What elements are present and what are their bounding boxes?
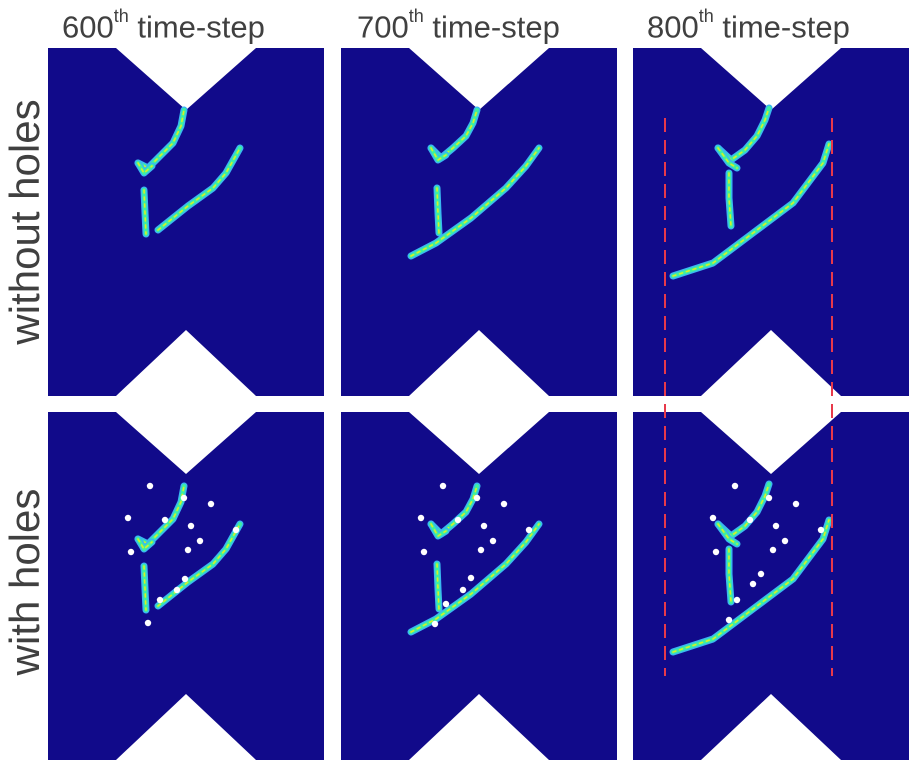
hole-c1-8 xyxy=(467,574,475,582)
hole-c2-4 xyxy=(817,526,825,534)
column-title-800: 800th time-step xyxy=(647,6,850,45)
bottom-notch-r0-c0 xyxy=(116,330,256,396)
hole-c0-7 xyxy=(127,548,135,556)
hole-c2-1 xyxy=(765,494,773,502)
hole-c1-4 xyxy=(525,526,533,534)
crack-r1-c0-1-mid xyxy=(136,537,154,551)
hole-c0-0 xyxy=(146,482,154,490)
hole-c1-1 xyxy=(473,494,481,502)
crack-r1-c2-3-core xyxy=(672,519,830,653)
crack-r0-c2-3-core xyxy=(672,143,830,277)
top-notch-r1-c1 xyxy=(409,412,549,474)
hole-c0-11 xyxy=(144,619,152,627)
crack-r0-c0-3-core xyxy=(157,147,241,231)
hole-c2-0 xyxy=(731,482,739,490)
hole-c2-6 xyxy=(772,522,780,530)
crack-r1-c1-3-core xyxy=(410,523,540,633)
hole-c1-10 xyxy=(442,600,450,608)
crack-r0-c2-1-core xyxy=(717,147,738,169)
hole-c1-11 xyxy=(431,620,439,628)
hole-c0-5 xyxy=(161,516,169,524)
hole-c1-3 xyxy=(417,514,425,522)
hole-c1-9 xyxy=(459,586,467,594)
column-title-700: 700th time-step xyxy=(357,6,560,45)
hole-c1-13 xyxy=(477,546,485,554)
top-notch-r0-c2 xyxy=(701,48,841,110)
crack-r1-c0-3-core xyxy=(157,523,241,607)
hole-c2-13 xyxy=(769,546,777,554)
hole-c0-9 xyxy=(173,586,181,594)
hole-c1-7 xyxy=(420,548,428,556)
crack-r1-c1-1-core xyxy=(430,523,447,537)
bottom-notch-r0-c1 xyxy=(409,330,549,396)
crack-r0-c1-0-core xyxy=(430,109,478,159)
top-notch-r1-c2 xyxy=(701,412,841,474)
hole-c0-13 xyxy=(184,546,192,554)
hole-c0-2 xyxy=(207,500,215,508)
hole-c0-1 xyxy=(180,494,188,502)
hole-c2-2 xyxy=(792,500,800,508)
crack-r0-c0-1-mid xyxy=(136,161,154,175)
hole-c0-6 xyxy=(187,522,195,530)
hole-c1-0 xyxy=(439,482,447,490)
hole-c1-5 xyxy=(454,516,462,524)
crack-r0-c1-1-core xyxy=(430,147,447,161)
hole-c2-9 xyxy=(749,580,757,588)
hole-c2-7 xyxy=(712,548,720,556)
crack-r1-c0-2-core xyxy=(143,565,147,611)
hole-c2-3 xyxy=(709,514,717,522)
crack-r0-c2-2-core xyxy=(728,172,732,227)
hole-c1-12 xyxy=(489,537,497,545)
hole-c2-5 xyxy=(746,516,754,524)
bottom-notch-r1-c0 xyxy=(116,694,256,760)
hole-c0-10 xyxy=(156,596,164,604)
top-notch-r1-c0 xyxy=(116,412,256,474)
hole-c2-12 xyxy=(781,537,789,545)
crack-r1-c2-1-core xyxy=(717,523,738,545)
hole-c0-4 xyxy=(232,526,240,534)
hole-c2-8 xyxy=(757,570,765,578)
hole-c1-6 xyxy=(480,522,488,530)
hole-c1-2 xyxy=(500,500,508,508)
hole-c2-11 xyxy=(725,616,733,624)
bottom-notch-r0-c2 xyxy=(701,330,841,396)
hole-c2-10 xyxy=(733,596,741,604)
crack-r1-c2-2-core xyxy=(728,548,732,603)
bottom-notch-r1-c1 xyxy=(409,694,549,760)
top-notch-r0-c1 xyxy=(409,48,549,110)
crack-r0-c1-3-core xyxy=(410,147,540,257)
hole-c0-3 xyxy=(124,514,132,522)
top-notch-r0-c0 xyxy=(116,48,256,110)
hole-c0-8 xyxy=(181,575,189,583)
column-title-600: 600th time-step xyxy=(62,6,265,45)
crack-r0-c1-2-core xyxy=(436,187,440,234)
crack-r1-c1-2-core xyxy=(436,563,440,610)
hole-c0-12 xyxy=(196,537,204,545)
bottom-notch-r1-c2 xyxy=(701,694,841,760)
crack-r0-c0-2-core xyxy=(143,189,147,235)
